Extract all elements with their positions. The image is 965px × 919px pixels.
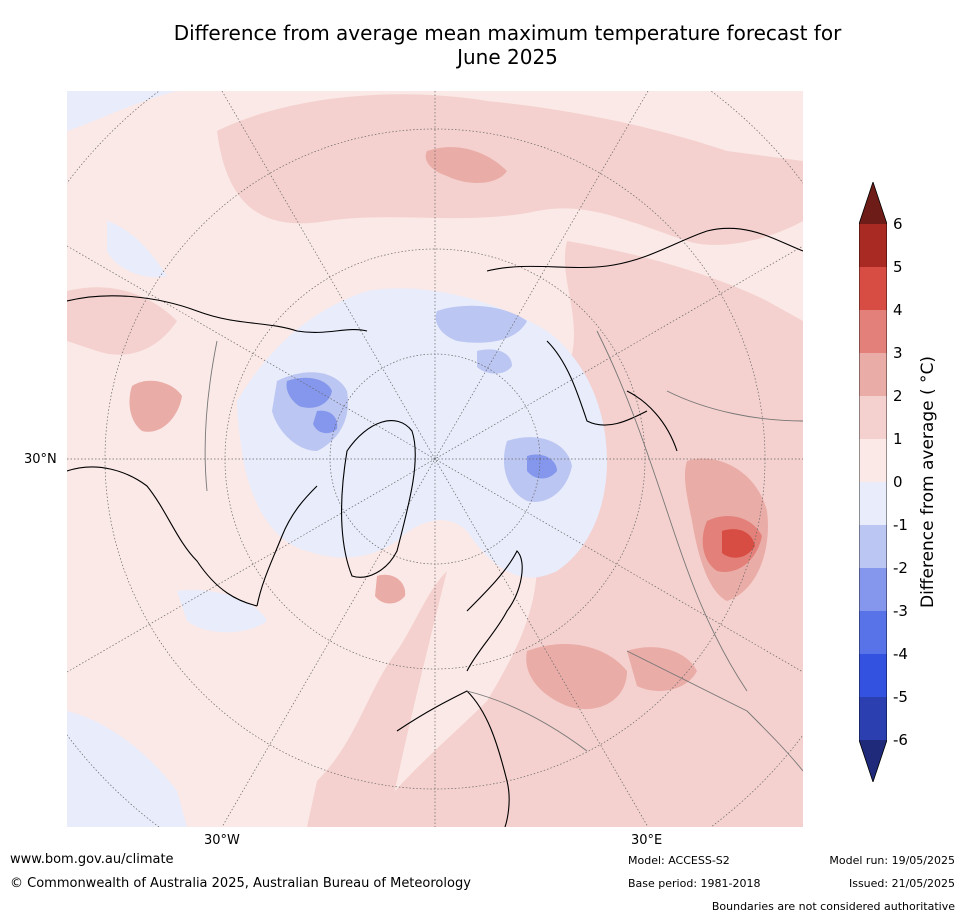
colorbar-tick: -3 bbox=[893, 602, 908, 620]
footer-base-period: Base period: 1981-2018 bbox=[628, 877, 761, 890]
footer-model-run: Model run: 19/05/2025 bbox=[829, 854, 955, 867]
colorbar-extend-min bbox=[859, 740, 887, 782]
title-line-2: June 2025 bbox=[457, 45, 558, 69]
colorbar-tick: 4 bbox=[893, 301, 903, 319]
colorbar-segment bbox=[859, 697, 887, 740]
colorbar-tick: -6 bbox=[893, 731, 908, 749]
colorbar-segment bbox=[859, 310, 887, 353]
lon-label-30w: 30°W bbox=[204, 833, 240, 848]
colorbar-tick: -5 bbox=[893, 688, 908, 706]
strong-warm-region bbox=[702, 516, 762, 572]
colorbar-tick: 2 bbox=[893, 387, 903, 405]
footer-website[interactable]: www.bom.gov.au/climate bbox=[10, 852, 174, 867]
colorbar-tick: 6 bbox=[893, 215, 903, 233]
colorbar-tick: 0 bbox=[893, 473, 903, 491]
colorbar-tick: 5 bbox=[893, 258, 903, 276]
map-title: Difference from average mean maximum tem… bbox=[60, 21, 955, 69]
colorbar-segment bbox=[859, 439, 887, 482]
colorbar-tick: -1 bbox=[893, 516, 908, 534]
coastlines bbox=[67, 227, 803, 827]
colorbar-segment bbox=[859, 568, 887, 611]
polar-map[interactable] bbox=[67, 91, 803, 827]
colorbar-tick: -2 bbox=[893, 559, 908, 577]
colorbar-segment bbox=[859, 482, 887, 525]
colorbar-tick: -4 bbox=[893, 645, 908, 663]
country-boundaries bbox=[204, 330, 803, 772]
colorbar-segment bbox=[859, 353, 887, 396]
lat-label-30n: 30°N bbox=[24, 452, 57, 467]
colorbar-label: Difference from average ( °C) bbox=[918, 355, 938, 609]
footer-disclaimer: Boundaries are not considered authoritat… bbox=[711, 900, 955, 913]
title-line-1: Difference from average mean maximum tem… bbox=[173, 21, 842, 45]
colorbar-segment bbox=[859, 611, 887, 654]
footer-model: Model: ACCESS-S2 bbox=[628, 854, 730, 867]
lon-label-30e: 30°E bbox=[631, 833, 663, 848]
colorbar-segment bbox=[859, 267, 887, 310]
cold-regions bbox=[286, 377, 557, 479]
colorbar-tick: 3 bbox=[893, 344, 903, 362]
graticule bbox=[67, 91, 803, 827]
colorbar-segment bbox=[859, 396, 887, 439]
colorbar-segment bbox=[859, 654, 887, 697]
cool-anomaly-regions bbox=[67, 91, 607, 827]
footer-copyright: © Commonwealth of Australia 2025, Austra… bbox=[10, 876, 471, 891]
footer-issued: Issued: 21/05/2025 bbox=[848, 877, 955, 890]
colorbar bbox=[859, 182, 887, 782]
colorbar-tick: 1 bbox=[893, 430, 903, 448]
colorbar-extend-max bbox=[859, 182, 887, 224]
colorbar-segment bbox=[859, 525, 887, 568]
colorbar-segment bbox=[859, 224, 887, 267]
